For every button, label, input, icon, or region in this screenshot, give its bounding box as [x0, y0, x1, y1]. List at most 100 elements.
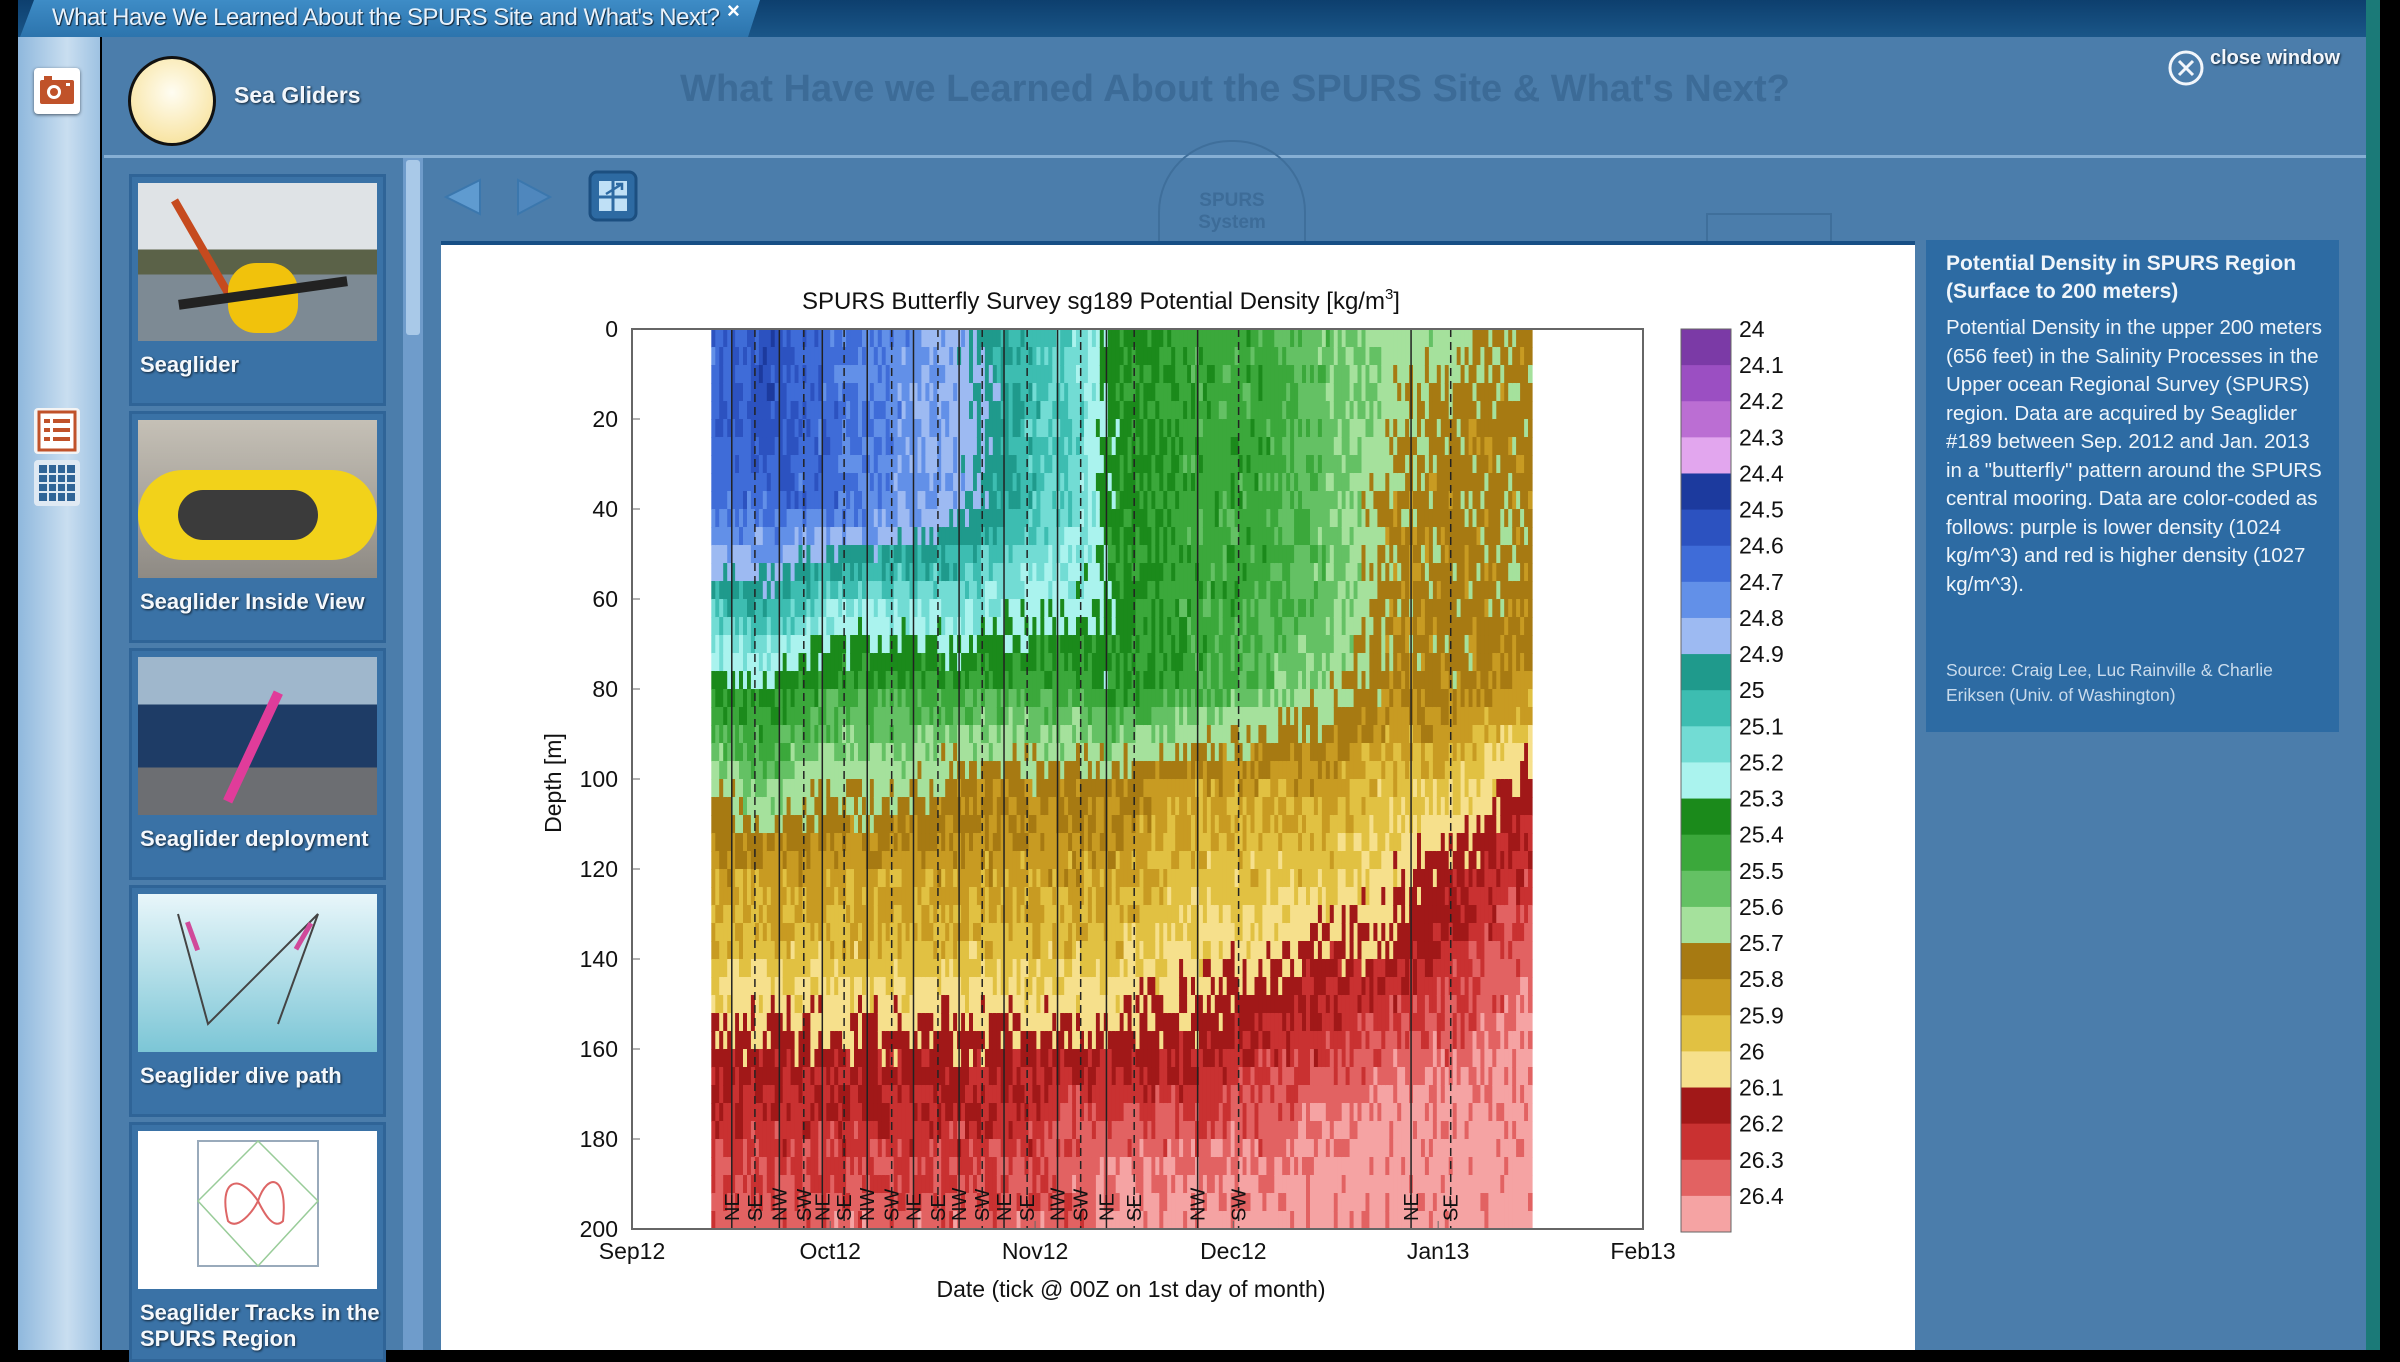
heatmap-cell: [973, 437, 978, 456]
window-tab[interactable]: [20, 0, 760, 37]
heatmap-cell: [747, 941, 752, 960]
heatmap-cell: [842, 797, 847, 816]
heatmap-cell: [846, 851, 851, 870]
heatmap-cell: [822, 1193, 827, 1212]
heatmap-cell: [1048, 617, 1053, 636]
heatmap-cell: [1052, 545, 1057, 564]
heatmap-cell: [1008, 797, 1014, 816]
heatmap-cell: [1072, 1031, 1077, 1050]
heatmap-cell: [949, 1085, 954, 1104]
heatmap-cell: [1048, 1139, 1053, 1158]
heatmap-cell: [723, 1013, 728, 1032]
heatmap-cell: [822, 779, 827, 798]
heatmap-cell: [822, 905, 827, 924]
heatmap-cell: [1028, 365, 1034, 384]
heatmap-cell: [778, 581, 784, 600]
heatmap-cell: [933, 1157, 938, 1176]
close-window-button[interactable]: [2166, 48, 2206, 93]
heatmap-cell: [917, 347, 923, 366]
heatmap-cell: [1016, 707, 1022, 726]
scrollbar-thumb[interactable]: [406, 160, 420, 335]
heatmap-cell: [1072, 527, 1077, 546]
heatmap-cell: [945, 563, 950, 582]
heatmap-cell: [762, 1013, 768, 1032]
heatmap-cell: [834, 617, 839, 636]
thumbnail-seaglider-inside[interactable]: Seaglider Inside View: [129, 411, 386, 643]
heatmap-cell: [901, 743, 907, 762]
heatmap-cell: [770, 689, 776, 708]
heatmap-cell: [731, 1211, 736, 1230]
heatmap-cell: [976, 617, 982, 636]
thumbnail-seaglider-deployment[interactable]: Seaglider deployment: [129, 648, 386, 880]
heatmap-cell: [885, 599, 891, 618]
heatmap-cell: [715, 923, 720, 942]
heatmap-cell: [969, 599, 974, 618]
heatmap-cell: [937, 887, 942, 906]
heatmap-cell: [909, 1139, 915, 1158]
heatmap-cell: [786, 707, 792, 726]
tab-title[interactable]: What Have We Learned About the SPURS Sit…: [52, 4, 720, 31]
camera-button[interactable]: [34, 68, 80, 114]
heatmap-cell: [786, 563, 792, 582]
heatmap-cell: [858, 797, 863, 816]
heatmap-cell: [917, 869, 923, 888]
heatmap-cell: [782, 491, 788, 510]
heatmap-cell: [869, 419, 875, 438]
heatmap-cell: [1099, 833, 1105, 852]
heatmap-cell: [727, 491, 732, 510]
heatmap-cell: [925, 743, 930, 762]
heatmap-cell: [905, 1067, 911, 1086]
heatmap-cell: [830, 689, 835, 708]
heatmap-cell: [881, 1193, 887, 1212]
heatmap-cell: [1076, 797, 1081, 816]
tab-close-button[interactable]: ×: [727, 0, 740, 23]
heatmap-cell: [743, 1103, 748, 1122]
heatmap-cell: [953, 671, 958, 690]
heatmap-cell: [1080, 995, 1085, 1014]
heatmap-cell: [1040, 617, 1045, 636]
next-button[interactable]: [510, 174, 556, 225]
heatmap-cell: [1032, 455, 1037, 474]
heatmap-cell: [1040, 1103, 1045, 1122]
heatmap-cell: [750, 743, 756, 762]
heatmap-cell: [735, 923, 740, 942]
heatmap-cell: [1084, 707, 1089, 726]
heatmap-cell: [945, 995, 950, 1014]
expand-button[interactable]: [588, 170, 638, 227]
grid-view-button[interactable]: [34, 460, 80, 506]
heatmap-cell: [1012, 653, 1018, 672]
heatmap-cell: [1068, 887, 1073, 906]
heatmap-cell: [782, 941, 788, 960]
thumbnail-seaglider-dive-path[interactable]: Seaglider dive path: [129, 885, 386, 1117]
thumbnail-scrollbar[interactable]: [403, 158, 423, 1350]
heatmap-cell: [996, 491, 1002, 510]
heatmap-cell: [715, 1085, 720, 1104]
heatmap-cell: [810, 455, 815, 474]
heatmap-cell: [1099, 1103, 1105, 1122]
thumbnail-seaglider-tracks[interactable]: Seaglider Tracks in the SPURS Region: [129, 1122, 386, 1362]
heatmap-cell: [965, 581, 970, 600]
heatmap-cell: [996, 923, 1002, 942]
heatmap-cell: [826, 455, 831, 474]
heatmap-cell: [739, 671, 744, 690]
list-view-button[interactable]: [34, 408, 80, 454]
heatmap-cell: [719, 869, 724, 888]
heatmap-cell: [814, 1121, 819, 1140]
thumbnail-seaglider[interactable]: Seaglider: [129, 174, 386, 406]
heatmap-cell: [921, 383, 926, 402]
heatmap-cell: [949, 1067, 954, 1086]
heatmap-cell: [973, 959, 978, 978]
heatmap-cell: [1095, 635, 1101, 654]
heatmap-cell: [723, 1157, 728, 1176]
previous-button[interactable]: [440, 174, 486, 225]
heatmap-cell: [739, 1085, 744, 1104]
heatmap-cell: [976, 959, 982, 978]
close-window-label[interactable]: close window: [2210, 47, 2341, 69]
heatmap-cell: [1036, 509, 1041, 528]
heatmap-cell: [1076, 923, 1081, 942]
heatmap-cell: [1072, 437, 1077, 456]
heatmap-cell: [723, 977, 728, 996]
heatmap-cell: [846, 1139, 851, 1158]
heatmap-cell: [953, 851, 958, 870]
heatmap-cell: [711, 329, 716, 348]
